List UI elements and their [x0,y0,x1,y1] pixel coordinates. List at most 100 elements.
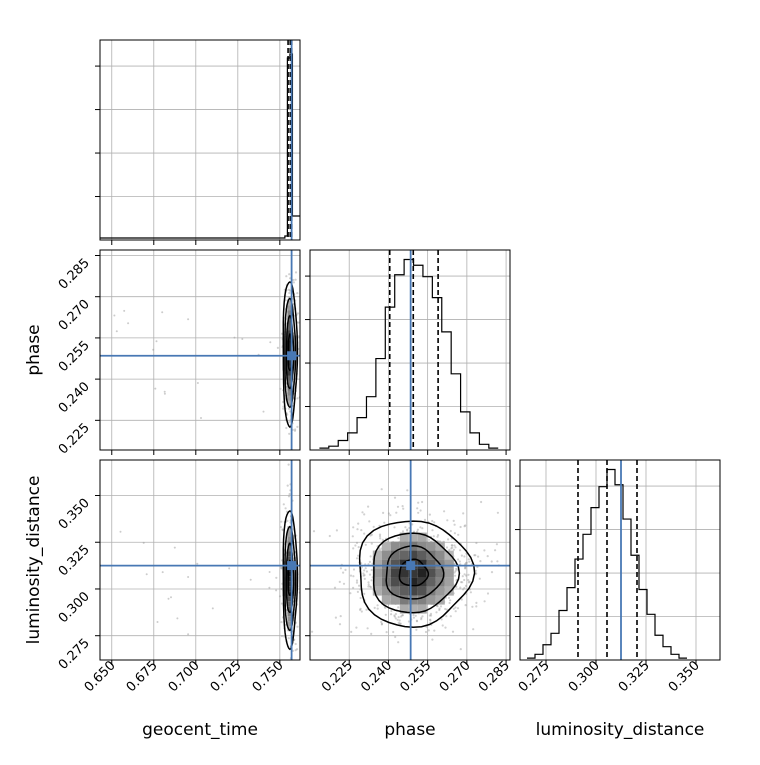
sample-point [456,607,460,610]
sample-point [196,382,199,384]
density-cell [408,577,418,587]
sample-point [474,554,477,557]
panel-border [99,249,301,451]
sample-point [363,574,366,577]
sample-point [456,568,459,571]
sample-point [396,505,400,508]
sample-point [378,524,381,527]
sample-point [355,581,359,584]
density-cell [287,365,293,371]
density-cell [287,310,293,316]
sample-point [296,397,299,400]
sample-point [394,635,397,639]
sample-point [268,586,271,589]
sample-point [342,582,346,585]
sample-point [464,604,467,607]
sample-point [396,618,399,621]
density-cell [287,556,293,562]
sample-point [463,586,466,590]
sample-point [452,519,455,523]
density-cell [417,604,427,614]
sample-point [412,530,416,533]
contour-line [358,520,476,629]
sample-point [450,547,453,550]
sample-point [419,526,422,529]
sample-point [496,560,499,563]
density-cell [381,586,391,596]
sample-point [362,572,365,575]
sample-point [359,607,362,610]
density-cell [287,581,293,587]
sample-point [431,519,434,523]
sample-point [397,621,400,625]
sample-point [356,528,359,531]
density-cell [372,550,382,560]
sample-point [287,637,290,640]
sample-point [368,585,372,588]
density-cell [399,586,409,596]
sample-point [436,605,439,608]
sample-point [479,560,482,563]
sample-point [383,521,386,524]
sample-point [288,420,291,423]
density-cell [444,577,454,587]
density-cell [287,380,293,386]
sample-point [465,574,468,577]
sample-point [468,560,471,563]
sample-point [483,600,486,603]
sample-point [389,514,392,517]
sample-point [359,596,362,600]
x-axis-label-luminosity-distance: luminosity_distance [536,720,705,740]
sample-point [370,579,373,582]
sample-point [154,387,157,390]
density-cell [381,550,391,560]
phase-x-tick-label: 0.285 [476,658,513,695]
density-cell [390,586,400,596]
density-cell [417,541,427,551]
sample-point [363,513,366,516]
sample-point [368,560,371,564]
sample-point [463,555,466,558]
sample-point [161,571,164,574]
sample-point [424,630,428,634]
panel-layer [95,39,721,665]
sample-point [460,554,463,557]
sample-point [378,535,382,538]
density-cell [287,315,293,321]
sample-point [390,613,393,616]
sample-point [355,579,359,582]
sample-point [416,528,419,531]
density-cell [408,604,418,614]
sample-point [370,542,373,545]
density-cell [390,595,400,605]
sample-point [420,616,423,620]
sample-point [293,429,297,432]
sample-point [280,520,283,523]
sample-point [367,505,370,508]
phase-y-tick-label: 0.240 [56,379,93,416]
sample-point [370,533,373,536]
sample-point [366,627,369,630]
density-cell [372,568,382,578]
x-axis-label-geocent-time: geocent_time [142,720,258,740]
luminosity-distance-x-tick-label: 0.300 [566,658,603,695]
sample-point [394,612,397,616]
sample-point [431,529,434,532]
sample-point [494,549,497,552]
sample-point [438,608,441,612]
sample-point [511,544,513,546]
sample-point [444,607,447,611]
density-cell [287,601,293,607]
sample-point [352,575,355,578]
sample-point [292,281,295,284]
sample-point [344,568,347,572]
density-cell [287,571,293,577]
sample-point [384,613,387,616]
sample-point [427,538,431,542]
sample-point [333,586,337,589]
sample-point [398,619,401,622]
sample-point [380,622,384,625]
sample-point [453,544,456,547]
density-cell [287,395,293,401]
sample-point [440,618,443,621]
